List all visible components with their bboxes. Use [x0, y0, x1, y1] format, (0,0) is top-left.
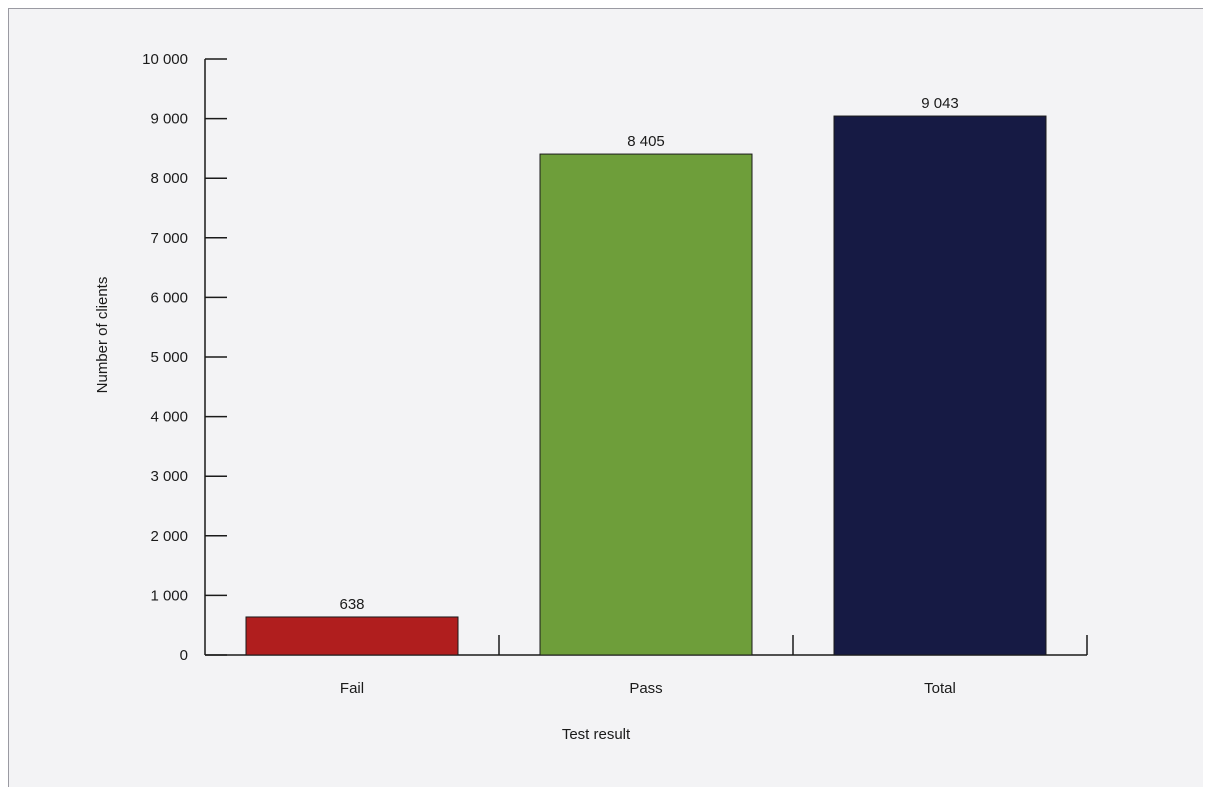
y-tick-label: 6 000: [150, 289, 188, 306]
x-axis-title: Test result: [562, 726, 631, 743]
y-tick-label: 7 000: [150, 230, 188, 247]
x-category-label: Pass: [629, 680, 662, 697]
y-tick-label: 10 000: [142, 51, 188, 68]
y-tick-label: 2 000: [150, 528, 188, 545]
y-axis-title: Number of clients: [94, 277, 111, 394]
x-category-label: Fail: [340, 680, 364, 697]
y-tick-label: 1 000: [150, 587, 188, 604]
y-tick-label: 9 000: [150, 111, 188, 128]
bar-pass: [539, 153, 753, 656]
bar-value-label: 638: [339, 596, 364, 613]
y-tick-label: 8 000: [150, 170, 188, 187]
bar-fail: [245, 616, 459, 656]
x-category-label: Total: [924, 680, 956, 697]
y-tick-label: 3 000: [150, 468, 188, 485]
y-tick-label: 5 000: [150, 349, 188, 366]
y-axis: 0 1 000 2 000 3 000 4 000 5 000 6 000 7 000 8 00…: [142, 51, 227, 664]
bar-total: [833, 115, 1047, 656]
bars: 638 8 405 9 043: [245, 95, 1047, 656]
y-tick-label: 0: [180, 647, 188, 664]
bar-value-label: 9 043: [921, 95, 959, 112]
bar-value-label: 8 405: [627, 133, 665, 150]
y-tick-label: 4 000: [150, 409, 188, 426]
